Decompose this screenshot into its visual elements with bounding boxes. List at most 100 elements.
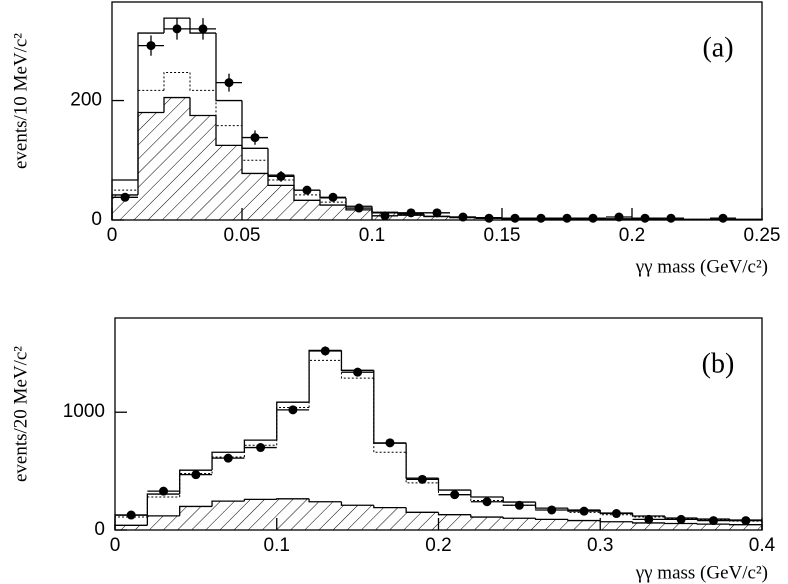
- data-point: [579, 506, 589, 516]
- dotted-histogram-step: [211, 456, 245, 474]
- x-tick-label: 0.3: [587, 535, 613, 556]
- hatched-bar: [294, 200, 320, 220]
- hatched-bar: [373, 507, 407, 530]
- data-point: [547, 505, 557, 515]
- hatched-histogram-step: [696, 523, 730, 525]
- hatched-bar: [147, 515, 180, 530]
- hatched-histogram-step: [534, 518, 568, 521]
- data-point: [191, 470, 201, 480]
- hatched-bar: [268, 185, 294, 220]
- data-point: [320, 346, 330, 356]
- hatched-bar: [179, 506, 213, 530]
- dotted-histogram-step: [373, 378, 407, 453]
- data-point: [718, 213, 728, 223]
- panel-label: (a): [702, 32, 733, 63]
- data-point: [510, 213, 520, 223]
- hatched-bar: [424, 216, 450, 220]
- hatched-histogram-step: [243, 498, 277, 502]
- hatched-bar: [503, 518, 536, 530]
- data-point: [120, 192, 130, 202]
- hatched-histogram-step: [211, 500, 245, 507]
- hatched-bar: [632, 522, 665, 530]
- hatched-histogram-step: [163, 96, 190, 113]
- hatched-bar: [115, 525, 148, 530]
- dotted-histogram-step: [146, 496, 180, 518]
- data-point: [708, 516, 718, 526]
- dotted-histogram-step: [163, 71, 190, 91]
- hatched-histogram-step: [423, 215, 450, 218]
- data-point: [126, 510, 136, 520]
- hatched-histogram-step: [267, 173, 294, 187]
- solid-histogram-step: [373, 370, 407, 444]
- hatched-bar: [535, 519, 568, 530]
- solid-histogram-step: [179, 469, 213, 495]
- x-tick-label: 0.2: [619, 225, 645, 246]
- hatched-bar: [398, 215, 424, 220]
- solid-histogram-step: [470, 490, 504, 498]
- dotted-histogram-step: [319, 194, 346, 203]
- x-tick-label: 0.4: [749, 535, 776, 556]
- solid-histogram-step: [340, 350, 374, 371]
- dotted-histogram-step: [405, 452, 439, 484]
- data-point: [458, 212, 468, 222]
- x-tick-label: 0.25: [744, 225, 781, 246]
- dotted-histogram-step: [470, 494, 504, 502]
- dotted-histogram-step: [267, 160, 294, 181]
- hatched-histogram-step: [241, 145, 268, 175]
- data-point: [276, 171, 286, 181]
- data-point: [256, 443, 266, 453]
- hatched-bar: [242, 173, 268, 220]
- data-point: [450, 490, 460, 500]
- x-tick-label: 0.2: [425, 535, 451, 556]
- data-point: [328, 192, 338, 202]
- y-tick-label: 1000: [63, 401, 105, 422]
- x-tick-label: 0.1: [359, 225, 385, 246]
- y-axis-label: events/10 MeV/c²: [10, 33, 31, 169]
- dotted-histogram-step: [215, 90, 242, 127]
- hatched-bar: [212, 501, 245, 530]
- hatched-bar: [438, 514, 471, 530]
- hatched-histogram-step: [308, 498, 342, 503]
- hatched-bar: [600, 521, 633, 530]
- hatched-histogram-step: [631, 521, 665, 524]
- x-tick-label: 0.15: [484, 225, 521, 246]
- data-point: [288, 405, 298, 415]
- hatched-histogram-step: [599, 520, 633, 523]
- dotted-histogram-step: [179, 472, 213, 498]
- dotted-histogram-step: [340, 360, 374, 379]
- data-point: [172, 24, 182, 34]
- hatched-histogram-step: [502, 517, 536, 519]
- x-tick-label: 0.1: [264, 535, 290, 556]
- data-point: [644, 514, 654, 524]
- hatched-histogram-step: [189, 97, 216, 117]
- data-point: [385, 438, 395, 448]
- data-point: [250, 133, 260, 143]
- dotted-histogram-step: [243, 444, 277, 457]
- hatched-histogram-step: [319, 200, 346, 206]
- data-point: [482, 497, 492, 507]
- hatched-bar: [320, 205, 346, 220]
- data-point: [223, 453, 233, 463]
- hatched-histogram-step: [470, 514, 504, 518]
- hatched-histogram-step: [664, 522, 698, 525]
- hatched-bar: [244, 499, 277, 530]
- hatched-bar: [346, 209, 372, 220]
- hatched-histogram-step: [405, 507, 439, 513]
- plot-frame: [111, 1, 763, 221]
- data-point: [380, 211, 390, 221]
- y-tick-label: 0: [91, 209, 102, 230]
- data-point: [741, 516, 751, 526]
- data-point: [640, 213, 650, 223]
- solid-histogram-step: [163, 17, 190, 34]
- hatched-bar: [341, 505, 374, 530]
- hatched-histogram-step: [137, 111, 164, 195]
- data-point: [514, 500, 524, 510]
- hatched-histogram-step: [345, 205, 372, 211]
- dotted-histogram-step: [308, 359, 342, 408]
- hatched-histogram-step: [373, 505, 407, 509]
- solid-histogram-step: [308, 349, 342, 403]
- data-point: [353, 367, 363, 377]
- panel-label: (b): [702, 348, 735, 379]
